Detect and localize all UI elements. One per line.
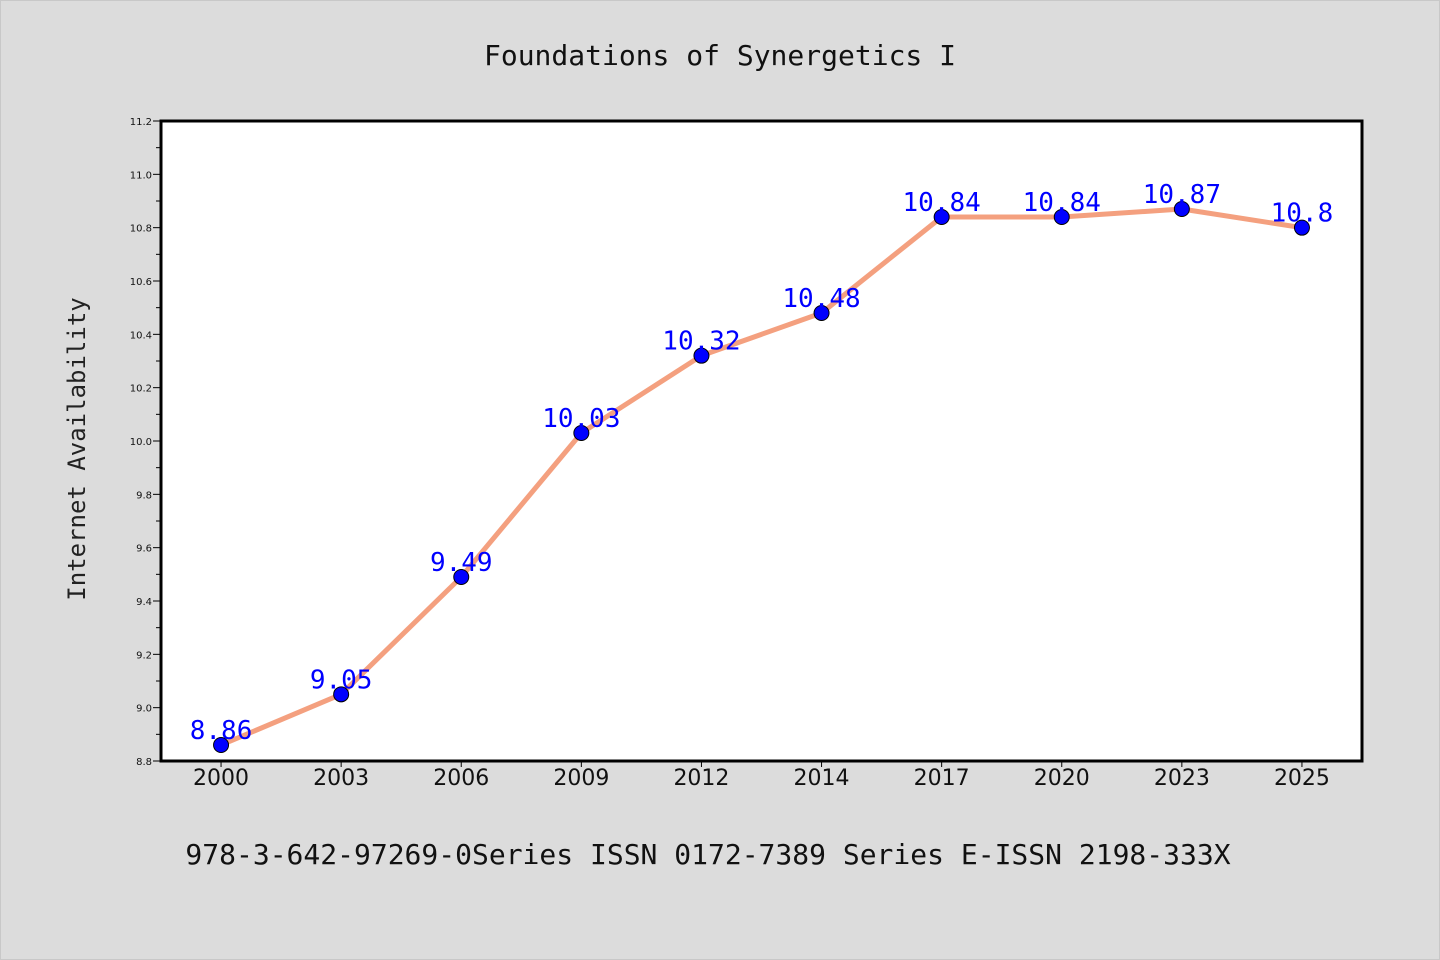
y-tick-label: 10.2 (130, 384, 152, 395)
y-tick-label: 10.0 (130, 437, 152, 448)
y-axis: 8.8 9.0 9.2 9.4 9.6 9.8 10.0 10.2 10.4 10.6 10.8 11… (130, 117, 161, 768)
x-tick-label-2003: 2003 (313, 766, 369, 791)
x-tick-label-2009: 2009 (553, 766, 609, 791)
data-point-2020 (1053, 209, 1070, 225)
series-line-layer (218, 206, 1305, 748)
x-axis: 2000 2003 2006 2009 2012 2014 2017 2020 2023 2025 (193, 761, 1330, 791)
data-point-2023 (1173, 201, 1190, 217)
data-label-2000: 8.86 (190, 716, 253, 746)
data-label-2014: 10.48 (782, 284, 860, 314)
data-label-2017: 10.84 (903, 188, 981, 218)
x-tick-label-2025: 2025 (1274, 766, 1330, 791)
y-tick-label: 10.4 (130, 330, 152, 341)
x-tick-label-2014: 2014 (794, 766, 850, 791)
data-label-2025: 10.8 (1271, 199, 1334, 229)
data-point-2017 (933, 209, 950, 225)
y-tick-label: 10.8 (130, 224, 152, 235)
data-point-2025 (1293, 219, 1310, 236)
y-tick-label: 8.8 (136, 757, 152, 768)
data-label-2012: 10.32 (662, 327, 740, 357)
chart-title: Foundations of Synergetics I (484, 39, 956, 72)
x-tick-label-2012: 2012 (673, 766, 729, 791)
y-tick-label: 9.2 (136, 650, 152, 661)
y-tick-label: 9.6 (136, 544, 152, 555)
y-tick-label: 11.2 (130, 117, 152, 128)
y-tick-label: 10.6 (130, 277, 152, 288)
x-tick-label-2023: 2023 (1154, 766, 1210, 791)
marker-layer (213, 201, 1310, 753)
y-tick-label: 9.0 (136, 704, 152, 715)
footer-isbn-text: 978-3-642-97269-0Series ISSN 0172-7389 S… (185, 838, 1230, 871)
data-label-2009: 10.03 (542, 404, 620, 434)
x-tick-label-2000: 2000 (193, 766, 249, 791)
y-tick-label: 9.4 (136, 597, 152, 608)
series-line (218, 206, 1305, 748)
data-label-2023: 10.87 (1143, 180, 1221, 210)
y-axis-label: Internet Availability (63, 297, 91, 600)
data-label-2003: 9.05 (310, 665, 373, 695)
x-tick-label-2017: 2017 (914, 766, 970, 791)
data-label-layer: 8.86 9.05 9.49 10.03 10.32 10.48 10.84 10.84 10.… (190, 180, 1334, 746)
data-point-2006 (453, 569, 470, 585)
data-point-2003 (333, 686, 350, 703)
data-point-2000 (213, 737, 230, 753)
data-label-2020: 10.84 (1023, 188, 1101, 218)
y-tick-label: 11.0 (130, 170, 152, 181)
data-point-2009 (573, 425, 590, 441)
x-tick-label-2020: 2020 (1034, 766, 1090, 791)
plot-area (159, 119, 1364, 763)
y-tick-label: 9.8 (136, 490, 152, 501)
x-tick-label-2006: 2006 (433, 766, 489, 791)
data-label-2006: 9.49 (430, 548, 493, 578)
data-point-2014 (813, 305, 830, 321)
data-point-2012 (693, 347, 710, 364)
